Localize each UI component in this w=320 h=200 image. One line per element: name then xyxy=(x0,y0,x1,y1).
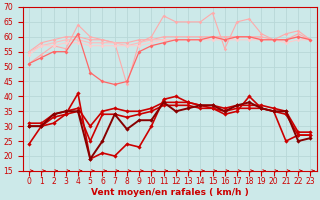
X-axis label: Vent moyen/en rafales ( km/h ): Vent moyen/en rafales ( km/h ) xyxy=(91,188,249,197)
